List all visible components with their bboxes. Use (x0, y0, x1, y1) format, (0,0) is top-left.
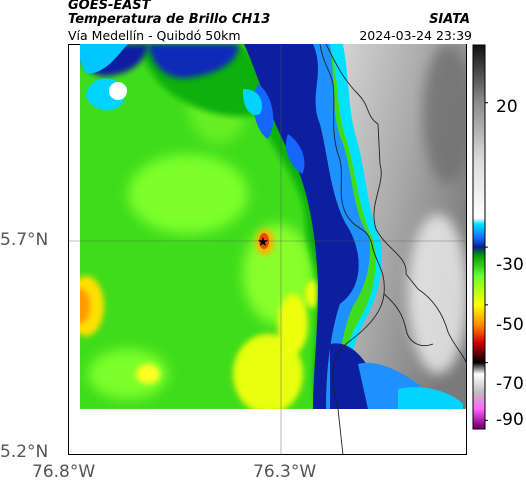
brightness-temperature-map[interactable]: ★ (68, 44, 467, 455)
temperature-field (80, 44, 466, 409)
map-subtitle: Vía Medellín - Quibdó 50km (68, 28, 241, 43)
lon-tick-76.8: 76.8°W (32, 462, 96, 482)
colorbar-label-minus-50: -50 (496, 315, 524, 335)
cold-cloud-north-dark-blue (148, 44, 239, 79)
lat-tick-5.2: 5.2°N (0, 442, 49, 462)
cold-fringe-blue (313, 44, 370, 409)
boundary-line-west (319, 44, 385, 455)
convective-cell-west (80, 288, 90, 324)
satellite-name: GOES-EAST (68, 0, 151, 13)
cold-cloud-blue-patch-2 (285, 134, 305, 174)
lon-tick-76.3: 76.3°W (253, 462, 317, 482)
boundary-line-branch (383, 293, 434, 347)
colorbar (472, 44, 488, 430)
warm-dark-gray-ne (423, 44, 466, 184)
lat-tick-5.7: 5.7°N (0, 230, 49, 250)
cold-cloud-cyan-north (242, 88, 263, 115)
colorbar-label-20: 20 (496, 97, 518, 117)
cold-fringe-cyan-nw (80, 44, 128, 74)
colorbar-label-minus-70: -70 (496, 374, 524, 394)
datetime-label: 2024-03-24 23:39 (359, 28, 472, 43)
dark-green-band (80, 44, 343, 409)
star-icon[interactable]: ★ (257, 235, 269, 250)
warm-light-gray-se (408, 214, 466, 374)
colorbar-gradient (472, 44, 486, 430)
cold-cloud-se-cyan (398, 387, 463, 409)
yellow-regions (80, 276, 321, 409)
boundary-line-east (325, 44, 467, 365)
product-title: Temperatura de Brillo CH13 (68, 12, 271, 27)
colorbar-label-minus-30: -30 (496, 255, 524, 275)
organization-label: SIATA (429, 12, 470, 27)
colorbar-label-minus-90: -90 (496, 410, 524, 430)
cold-cloud-band-dark-blue (244, 44, 359, 409)
overshooting-top-white (109, 82, 127, 100)
